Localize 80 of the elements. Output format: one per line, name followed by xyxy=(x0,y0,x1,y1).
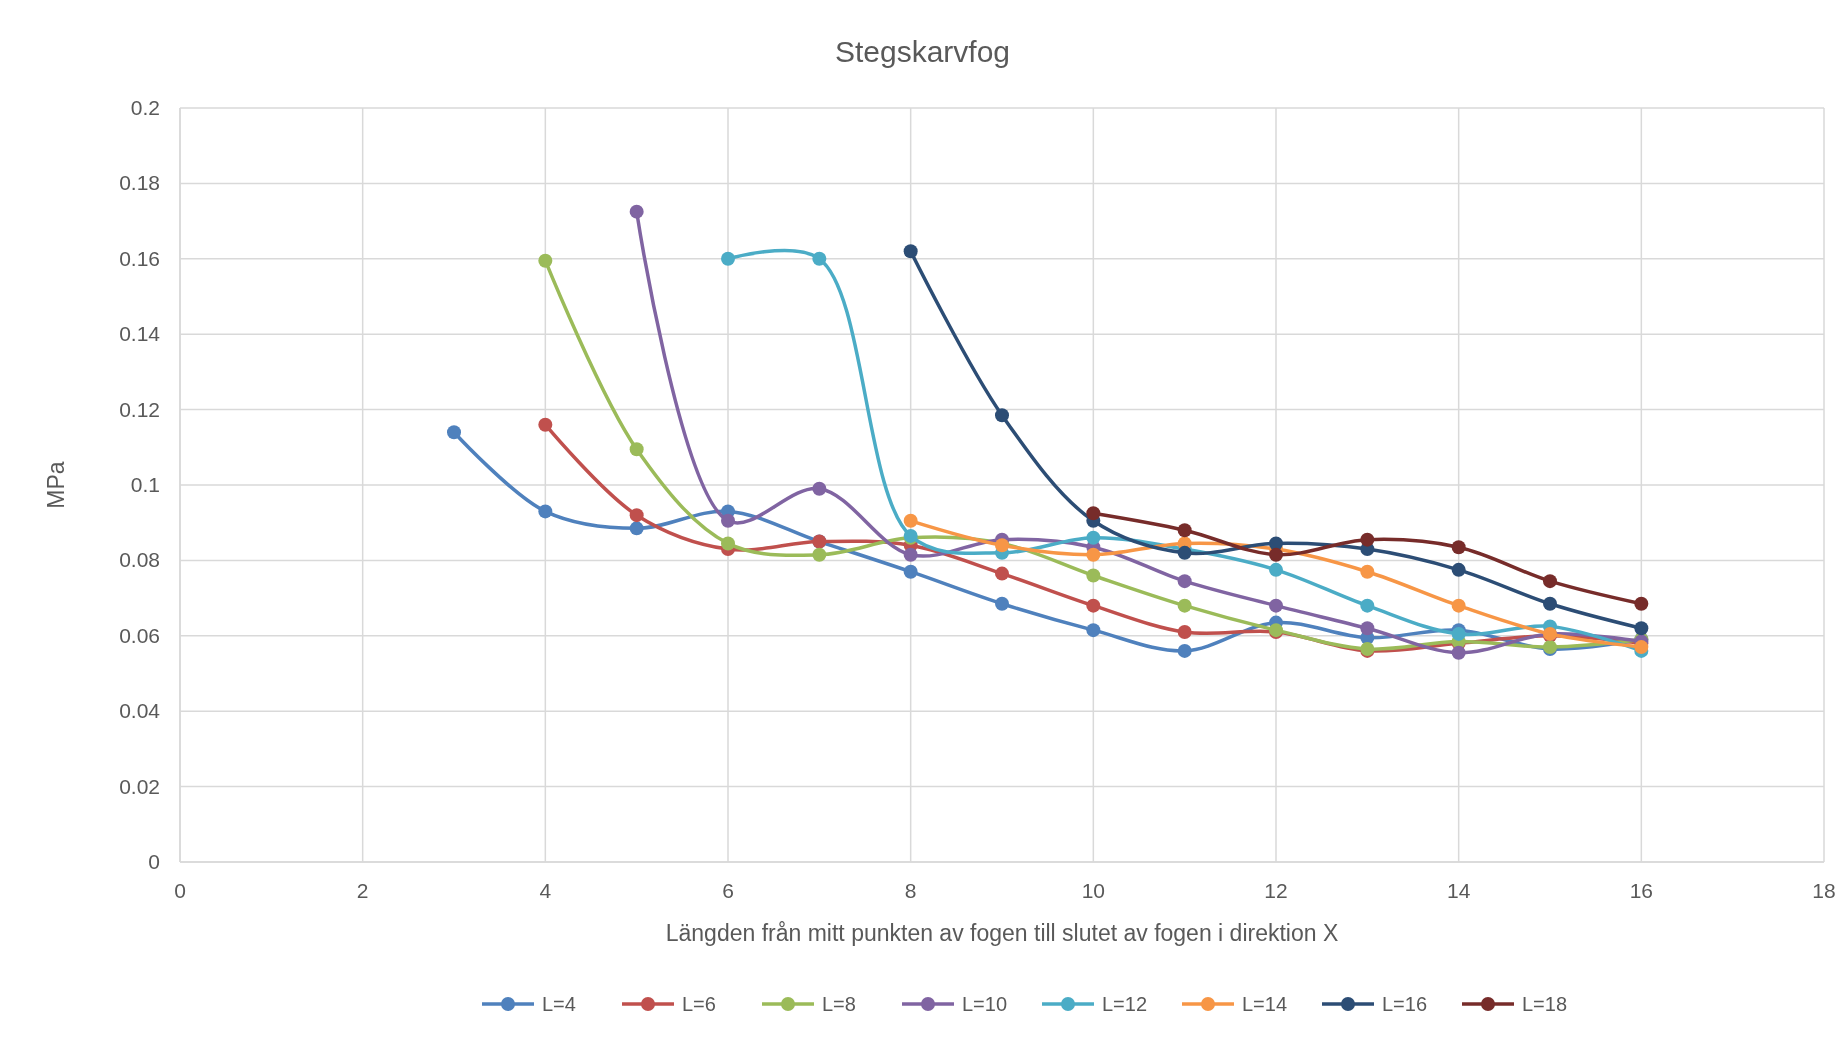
legend-label: L=4 xyxy=(542,993,576,1015)
point xyxy=(629,442,644,457)
y-tick-label: 0.02 xyxy=(119,774,160,798)
point xyxy=(1177,574,1192,589)
x-tick-label: 2 xyxy=(356,879,369,902)
point xyxy=(812,547,827,562)
point xyxy=(721,536,735,551)
point xyxy=(1086,598,1101,613)
y-tick-label: 0.1 xyxy=(130,473,160,496)
x-tick-label: 8 xyxy=(904,879,917,902)
y-tick-label: 0 xyxy=(148,850,160,873)
point xyxy=(1543,574,1557,589)
y-tick-label: 0.14 xyxy=(119,322,161,346)
x-tick-label: 6 xyxy=(722,879,734,902)
point xyxy=(1086,506,1101,521)
legend-label: L=12 xyxy=(1102,993,1148,1015)
point xyxy=(629,204,644,219)
point xyxy=(1086,547,1101,562)
x-axis-title: Längden från mitt punkten av fogen till slutet av fogen i direktion X xyxy=(665,920,1339,946)
point xyxy=(1360,532,1375,547)
legend-label: L=16 xyxy=(1382,993,1428,1015)
point xyxy=(1086,568,1101,583)
chart-title: Stegskarvfog xyxy=(834,35,1011,68)
point xyxy=(1451,540,1466,555)
point xyxy=(1634,596,1649,611)
y-tick-label: 0.04 xyxy=(119,699,161,723)
x-tick-label: 16 xyxy=(1629,879,1654,902)
point xyxy=(1086,530,1101,545)
point xyxy=(1177,523,1192,538)
point xyxy=(1177,598,1192,613)
y-tick-label: 0.2 xyxy=(130,96,160,119)
x-tick-label: 0 xyxy=(174,879,186,902)
point xyxy=(995,566,1009,581)
x-tick-label: 18 xyxy=(1812,879,1836,902)
point xyxy=(447,425,461,440)
point xyxy=(538,253,553,268)
point xyxy=(812,251,827,266)
point xyxy=(629,521,644,536)
y-tick-label: 0.08 xyxy=(119,548,160,572)
legend-label: L=6 xyxy=(682,993,716,1015)
point xyxy=(995,408,1009,423)
point xyxy=(812,481,827,496)
point xyxy=(1360,598,1375,613)
point xyxy=(1543,596,1557,611)
point xyxy=(1451,562,1466,577)
point xyxy=(903,564,918,579)
point xyxy=(1177,625,1192,640)
point xyxy=(721,513,735,528)
point xyxy=(903,513,918,528)
point xyxy=(1451,598,1466,613)
legend-label: L=10 xyxy=(962,993,1008,1015)
point xyxy=(1177,643,1192,658)
point xyxy=(721,251,735,266)
point xyxy=(1269,598,1283,613)
point xyxy=(538,504,553,519)
y-tick-label: 0.18 xyxy=(119,171,160,195)
point xyxy=(1360,621,1375,636)
y-axis-title: MPa xyxy=(43,461,69,509)
y-tick-label: 0.16 xyxy=(119,246,160,270)
point xyxy=(903,547,918,562)
point xyxy=(538,417,553,432)
x-tick-label: 4 xyxy=(539,879,552,902)
point xyxy=(1086,623,1101,638)
legend-label: L=18 xyxy=(1522,993,1568,1015)
x-tick-label: 12 xyxy=(1264,879,1288,902)
point xyxy=(995,596,1009,611)
point xyxy=(1269,547,1283,562)
point xyxy=(1451,645,1466,660)
y-tick-label: 0.06 xyxy=(119,623,160,647)
x-tick-label: 14 xyxy=(1446,879,1471,902)
y-tick-label: 0.12 xyxy=(119,397,160,421)
point xyxy=(1360,564,1375,579)
point xyxy=(1269,562,1283,577)
legend-label: L=14 xyxy=(1242,993,1288,1015)
point xyxy=(629,508,644,523)
point xyxy=(1634,621,1649,636)
point xyxy=(1269,536,1283,551)
x-tick-label: 10 xyxy=(1081,879,1106,902)
point xyxy=(903,244,918,259)
legend-label: L=8 xyxy=(822,993,856,1015)
